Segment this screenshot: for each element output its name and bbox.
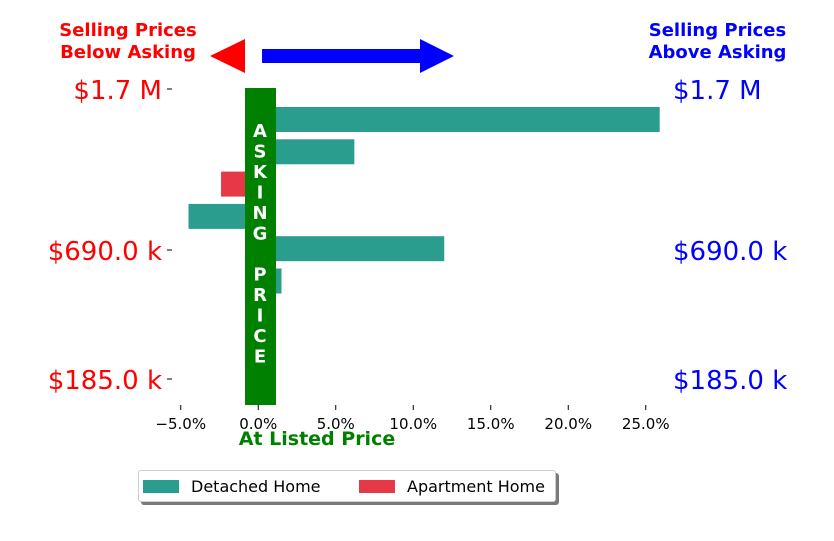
legend-swatch-apartment (359, 479, 395, 493)
asking-letter-1: S (254, 142, 267, 163)
legend-item-detached: Detached Home (143, 471, 321, 501)
x-axis: −5.0% 0.0% 5.0% 10.0% 15.0% 20.0% 25.0% (155, 405, 670, 433)
asking-letter-8: R (253, 285, 267, 306)
x-tick-label-1: 0.0% (239, 415, 277, 433)
legend-label-apartment: Apartment Home (407, 476, 545, 496)
asking-letter-5: G (253, 224, 268, 245)
legend-label-detached: Detached Home (191, 476, 321, 496)
y-tick-left-mid: $690.0 k (48, 237, 162, 267)
y-tick-right-top: $1.7 M (673, 76, 762, 106)
annotation-above-line1: Selling Prices (648, 20, 787, 41)
asking-letter-11: E (254, 347, 266, 368)
annotation-above-line2: Above Asking (648, 42, 787, 63)
legend-swatch-detached (143, 479, 179, 493)
y-tick-left-bottom: $185.0 k (48, 366, 162, 396)
bar-0 (258, 107, 660, 132)
asking-letter-7: P (253, 265, 266, 286)
x-tick-label-6: 25.0% (622, 415, 670, 433)
y-tick-right-bottom: $185.0 k (673, 366, 787, 396)
arrow-left-icon (210, 39, 245, 73)
arrow-right-icon (262, 39, 454, 73)
x-tick-label-3: 10.0% (389, 415, 437, 433)
asking-letter-2: K (253, 162, 268, 183)
x-tick-label-5: 20.0% (544, 415, 592, 433)
annotation-below-asking: Selling Prices Below Asking (28, 20, 228, 64)
legend: Detached Home Apartment Home (138, 470, 556, 502)
y-tick-left-top: $1.7 M (73, 76, 162, 106)
x-tick-label-2: 5.0% (317, 415, 355, 433)
y-tick-right-mid: $690.0 k (673, 237, 787, 267)
legend-item-apartment: Apartment Home (359, 471, 545, 501)
asking-letter-4: N (252, 203, 267, 224)
asking-letter-3: I (257, 183, 264, 204)
x-axis-label: At Listed Price (239, 428, 395, 450)
bar-4 (258, 236, 445, 262)
asking-price-band (245, 88, 276, 405)
asking-letter-0: A (253, 121, 267, 142)
x-tick-label-4: 15.0% (467, 415, 515, 433)
x-tick-label-0: −5.0% (155, 415, 206, 433)
annotation-below-line1: Selling Prices (59, 20, 197, 41)
asking-letter-10: C (253, 326, 266, 347)
annotation-below-line2: Below Asking (60, 42, 196, 63)
asking-letter-9: I (257, 306, 264, 327)
annotation-above-asking: Selling Prices Above Asking (620, 20, 815, 64)
